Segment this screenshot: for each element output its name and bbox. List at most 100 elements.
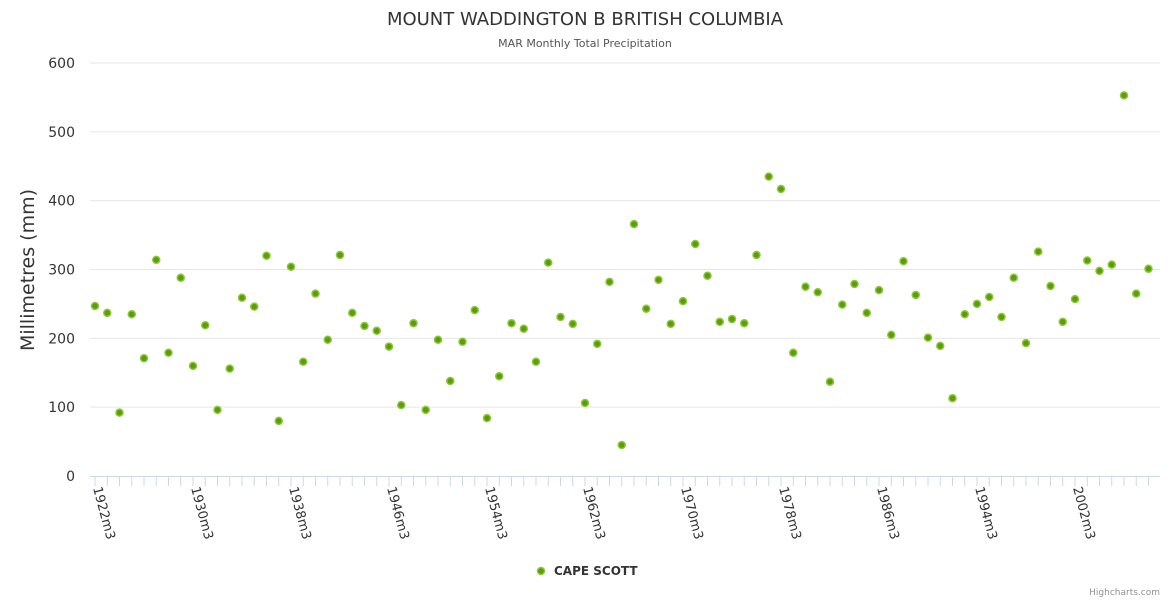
data-point [850, 279, 859, 289]
x-tick-label: 1986m3 [873, 485, 901, 541]
data-point [911, 290, 920, 300]
data-point [605, 277, 614, 287]
data-point [1058, 317, 1067, 327]
data-point [1083, 256, 1092, 265]
data-point [740, 318, 749, 328]
y-tick-label: 0 [66, 469, 75, 485]
y-tick-label: 100 [48, 400, 75, 416]
data-point [164, 348, 173, 358]
data-point [544, 258, 553, 267]
y-tick-label: 400 [48, 194, 75, 210]
y-axis-label: Millimetres (mm) [17, 189, 39, 351]
data-point [1021, 338, 1031, 348]
data-point [899, 256, 908, 266]
data-point [691, 239, 700, 249]
data-point [593, 339, 602, 349]
data-point [152, 255, 161, 265]
data-point [470, 305, 479, 315]
data-point [972, 299, 982, 309]
gridlines [90, 62, 1160, 408]
data-point [531, 357, 541, 366]
data-point [115, 408, 124, 417]
data-point [580, 398, 590, 408]
x-tick-label: 1938m3 [285, 485, 313, 541]
data-point [874, 285, 884, 295]
data-point [299, 357, 308, 366]
data-point [237, 293, 247, 302]
x-tick-label: 2002m3 [1069, 485, 1097, 541]
data-point [654, 275, 663, 285]
data-point [103, 308, 112, 318]
data-point [985, 292, 994, 302]
data-point [127, 309, 136, 319]
data-point [642, 304, 651, 313]
x-tick-label: 1922m3 [89, 485, 117, 541]
data-point [225, 364, 234, 373]
data-point [323, 335, 332, 344]
x-tick-label: 1994m3 [971, 485, 999, 541]
y-tick-label: 200 [48, 331, 75, 347]
data-point [446, 376, 455, 386]
data-point [360, 321, 369, 331]
data-point [348, 308, 357, 318]
data-point [997, 312, 1006, 322]
data-point [397, 400, 406, 410]
data-point [139, 354, 149, 363]
data-point [213, 405, 222, 415]
y-axis-ticks: 0 100 200 300 400 500 600 [48, 56, 75, 485]
data-point [1132, 289, 1141, 298]
y-tick-label: 500 [48, 125, 75, 141]
y-tick-label: 600 [48, 56, 75, 72]
data-point [433, 335, 443, 344]
data-point [188, 361, 198, 371]
data-point [201, 321, 210, 330]
data-point [335, 250, 345, 260]
x-axis: 1922m3 1930m3 1938m3 1946m3 1954m3 1962m3 1970… [89, 476, 1160, 541]
data-point [262, 251, 271, 260]
data-point [801, 282, 810, 291]
data-point [507, 318, 516, 328]
data-point [629, 219, 639, 229]
data-point [1034, 247, 1043, 256]
data-point [923, 333, 933, 342]
chart-title: MOUNT WADDINGTON B BRITISH COLUMBIA [387, 9, 784, 30]
data-point [519, 324, 528, 333]
series-cape-scott [90, 91, 1153, 450]
data-point [250, 302, 259, 311]
data-point [666, 319, 675, 329]
data-point [617, 440, 626, 450]
credits-link[interactable]: Highcharts.com [1089, 588, 1160, 598]
data-point [1144, 264, 1153, 274]
data-point [274, 416, 283, 426]
data-point [887, 330, 896, 340]
data-point [1119, 91, 1129, 100]
data-point [789, 348, 798, 358]
data-point [286, 262, 296, 271]
x-tick-label: 1970m3 [677, 485, 705, 541]
data-point [776, 184, 786, 194]
data-point [727, 314, 737, 324]
data-point [556, 312, 565, 322]
data-point [813, 287, 822, 297]
data-point [176, 273, 185, 283]
data-point [1107, 260, 1116, 269]
data-point [764, 172, 773, 181]
data-point [838, 300, 847, 309]
y-tick-label: 300 [48, 263, 75, 279]
legend-item-cape-scott[interactable]: CAPE SCOTT [536, 564, 639, 578]
data-point [862, 308, 871, 318]
x-tick-label: 1962m3 [579, 485, 607, 541]
x-tick-label: 1946m3 [383, 485, 411, 541]
data-point [960, 309, 969, 319]
data-point [703, 271, 712, 280]
data-point [678, 296, 688, 306]
data-point [421, 405, 430, 415]
x-tick-label: 1954m3 [481, 485, 509, 541]
data-point [1095, 266, 1104, 276]
data-point [715, 317, 724, 327]
legend-label: CAPE SCOTT [554, 564, 638, 578]
data-point [825, 377, 835, 386]
data-point [482, 413, 492, 423]
data-point [568, 319, 577, 329]
